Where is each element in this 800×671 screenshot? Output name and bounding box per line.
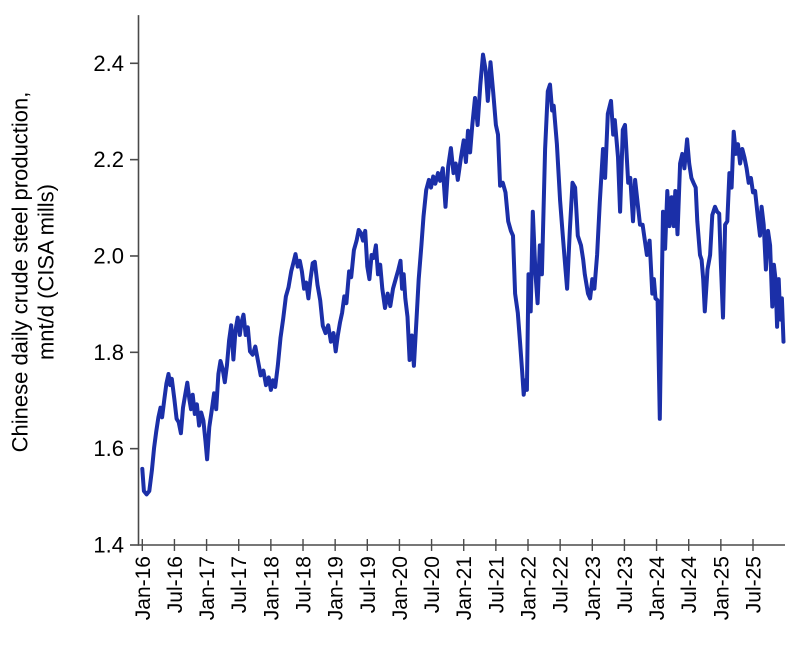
y-axis-title-line2: mnt/d (CISA mills) <box>33 183 59 361</box>
x-tick-label: Jan-17 <box>196 556 219 620</box>
y-tick-label: 1.6 <box>93 436 124 461</box>
x-tick-label: Jul-19 <box>357 556 380 613</box>
x-tick-label: Jul-16 <box>164 556 187 613</box>
x-tick-label: Jul-21 <box>485 556 508 613</box>
production-line-series <box>140 52 786 497</box>
x-tick-label: Jan-25 <box>710 556 733 620</box>
x-tick-label: Jan-23 <box>582 556 605 620</box>
y-tick-label: 1.8 <box>93 340 124 365</box>
y-axis-title-line1: Chinese daily crude steel production, <box>7 91 33 453</box>
x-tick-label: Jan-24 <box>646 556 669 621</box>
y-tick-label: 1.4 <box>93 533 124 558</box>
x-tick-label: Jul-25 <box>742 556 765 613</box>
x-tick-label: Jul-23 <box>614 556 637 613</box>
x-tick-label: Jul-22 <box>550 556 573 613</box>
y-tick-label: 2.4 <box>93 51 124 76</box>
x-tick-label: Jan-21 <box>453 556 476 620</box>
y-tick-label: 2.0 <box>93 243 124 268</box>
x-tick-label: Jul-24 <box>678 556 701 614</box>
x-tick-label: Jul-20 <box>421 556 444 613</box>
x-tick-label: Jan-19 <box>325 556 348 620</box>
x-tick-label: Jul-18 <box>293 556 316 613</box>
x-tick-label: Jan-16 <box>132 556 155 620</box>
x-tick-label: Jan-20 <box>389 556 412 620</box>
x-tick-label: Jul-17 <box>228 556 251 613</box>
y-tick-label: 2.2 <box>93 147 124 172</box>
x-tick-label: Jan-18 <box>260 556 283 620</box>
x-tick-label: Jan-22 <box>518 556 541 620</box>
